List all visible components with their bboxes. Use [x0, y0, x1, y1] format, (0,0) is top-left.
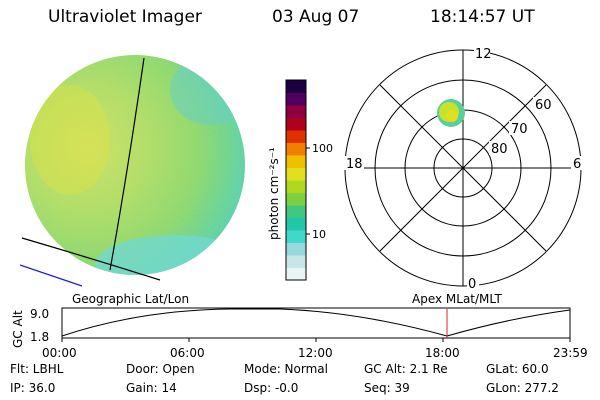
colorbar-segment: [286, 267, 306, 281]
colorbar-segment: [286, 117, 306, 131]
mlat-label-80: 80: [491, 142, 508, 157]
colorbar-segment: [286, 192, 306, 206]
auroral-spot: [437, 99, 465, 127]
mode-status: Mode: Normal: [244, 362, 328, 376]
dsp-status: Dsp: -0.0: [244, 381, 299, 395]
colorbar-segment: [286, 230, 306, 243]
colorbar-unit-label: photon cm⁻²s⁻¹: [267, 147, 281, 240]
terminator-line: [19, 264, 83, 287]
colorbar-segment: [286, 92, 306, 106]
colorbar-segment: [286, 180, 306, 193]
instrument-title: Ultraviolet Imager: [48, 7, 202, 27]
colorbar-segment: [286, 205, 306, 218]
color-scale-bar: [285, 79, 310, 281]
gc-alt-max: 9.0: [30, 307, 49, 321]
glon-status: GLon: 277.2: [486, 381, 559, 395]
image-time: 18:14:57 UT: [430, 7, 535, 27]
polar-mlat-mlt-plot: [344, 49, 582, 287]
longitude-line: [109, 57, 145, 271]
door-status: Door: Open: [126, 362, 195, 376]
timeline-right-label: Apex MLat/MLT: [412, 292, 502, 306]
mlt-label-18: 18: [346, 157, 363, 172]
gc-alt-axis-title: GC Alt: [11, 310, 25, 348]
ip-status: IP: 36.0: [10, 381, 56, 395]
time-tick-1800: 18:00: [425, 346, 460, 360]
colorbar-segment: [286, 142, 306, 156]
colorbar-segment: [286, 155, 306, 168]
time-tick-0000: 00:00: [42, 346, 77, 360]
gain-status: Gain: 14: [126, 381, 177, 395]
mlt-label-12: 12: [475, 47, 492, 62]
filter-status: Flt: LBHL: [10, 362, 64, 376]
colorbar-segment: [286, 255, 306, 268]
earth-disk-image: [25, 55, 245, 275]
colorbar-segment: [286, 217, 306, 231]
colorbar-tick-100: 100: [312, 142, 333, 155]
colorbar-segment: [286, 167, 306, 181]
timeline-left-label: Geographic Lat/Lon: [72, 292, 189, 306]
colorbar-tick-10: 10: [312, 228, 326, 241]
mlat-label-70: 70: [511, 122, 528, 137]
seq-status: Seq: 39: [364, 381, 410, 395]
time-tick-2359: 23:59: [553, 346, 588, 360]
glat-status: GLat: 60.0: [486, 362, 549, 376]
mlt-label-6: 6: [573, 157, 581, 172]
time-tick-1200: 12:00: [298, 346, 333, 360]
timeline-ticks: [61, 338, 571, 342]
mlat-label-60: 60: [535, 98, 552, 113]
mlt-label-0: 0: [468, 277, 476, 292]
colorbar-segment: [286, 80, 306, 93]
gc-alt-min: 1.8: [30, 330, 49, 344]
time-tick-0600: 06:00: [170, 346, 205, 360]
altitude-curve: [61, 308, 571, 337]
colorbar-segment: [286, 242, 306, 256]
image-date: 03 Aug 07: [272, 7, 360, 27]
colorbar-segment: [286, 130, 306, 143]
gc-alt-status: GC Alt: 2.1 Re: [364, 362, 448, 376]
colorbar-segment: [286, 105, 306, 118]
latitude-line: [21, 237, 161, 281]
altitude-timeline-frame: [61, 307, 571, 339]
